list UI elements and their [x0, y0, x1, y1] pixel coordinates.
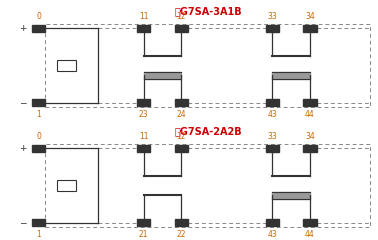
Text: −: − — [19, 98, 26, 107]
Bar — [265, 219, 279, 226]
Text: 0: 0 — [36, 12, 41, 21]
Text: 11: 11 — [139, 12, 149, 21]
Bar — [175, 99, 188, 106]
Text: 44: 44 — [305, 230, 315, 239]
Bar — [175, 144, 188, 152]
Bar — [45, 144, 370, 227]
Text: 33: 33 — [267, 12, 277, 21]
Text: 1: 1 — [36, 110, 41, 119]
Bar — [272, 72, 310, 78]
Bar — [137, 219, 150, 226]
Text: 12: 12 — [177, 132, 186, 141]
Text: 0: 0 — [36, 132, 41, 141]
Bar — [137, 99, 150, 106]
Text: 24: 24 — [177, 110, 186, 119]
Text: +: + — [19, 24, 26, 33]
Bar — [45, 24, 370, 107]
Bar — [144, 72, 181, 78]
Bar — [57, 60, 76, 71]
Bar — [32, 144, 45, 152]
Bar — [265, 99, 279, 106]
Text: 34: 34 — [305, 12, 315, 21]
Bar — [32, 99, 45, 106]
Text: 33: 33 — [267, 132, 277, 141]
Text: 12: 12 — [177, 12, 186, 21]
Text: 43: 43 — [267, 110, 277, 119]
Bar — [303, 99, 317, 106]
Text: −: − — [19, 218, 26, 227]
Bar — [137, 144, 150, 152]
Text: 1: 1 — [36, 230, 41, 239]
Text: 11: 11 — [139, 132, 149, 141]
Bar — [303, 24, 317, 32]
Bar — [137, 24, 150, 32]
Bar — [265, 144, 279, 152]
Bar — [57, 180, 76, 191]
Bar — [272, 192, 310, 198]
Text: 21: 21 — [139, 230, 149, 239]
Bar — [265, 24, 279, 32]
Text: 34: 34 — [305, 132, 315, 141]
Text: 43: 43 — [267, 230, 277, 239]
Bar — [32, 24, 45, 32]
Text: 形G7SA-3A1B: 形G7SA-3A1B — [174, 6, 242, 17]
Text: 形G7SA-2A2B: 形G7SA-2A2B — [174, 126, 242, 137]
Text: 22: 22 — [177, 230, 186, 239]
Bar — [303, 144, 317, 152]
Bar — [175, 219, 188, 226]
Text: +: + — [19, 144, 26, 153]
Bar — [175, 24, 188, 32]
Text: 23: 23 — [139, 110, 149, 119]
Bar — [303, 219, 317, 226]
Bar — [32, 219, 45, 226]
Text: 44: 44 — [305, 110, 315, 119]
